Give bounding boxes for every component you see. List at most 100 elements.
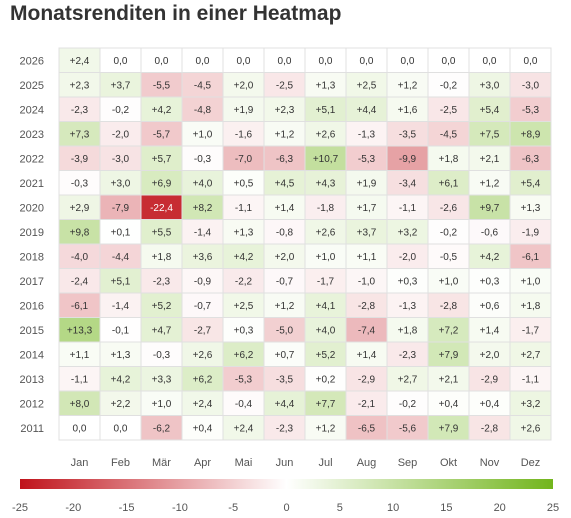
month-label-Aug: Aug	[357, 457, 377, 469]
month-label-Sep: Sep	[398, 457, 418, 469]
cell-value-label: +7,5	[480, 129, 500, 140]
heatmap-cell	[222, 219, 265, 245]
month-label-Jan: Jan	[71, 457, 89, 469]
heatmap-cell	[386, 292, 429, 318]
heatmap-cell	[181, 366, 224, 392]
cell-value-label: -5,6	[399, 423, 417, 434]
cell-value-label: -2,1	[358, 399, 376, 410]
cell-value-label: -6,3	[276, 154, 294, 165]
cell-value-label: 0,0	[442, 56, 456, 67]
heatmap-cell	[263, 317, 306, 343]
cell-value-label: +7,7	[316, 399, 336, 410]
heatmap-cell	[345, 390, 388, 416]
heatmap-cell	[468, 415, 511, 441]
cell-value-label: -4,5	[440, 129, 458, 140]
heatmap-cell	[58, 194, 101, 220]
cell-value-label: -3,4	[399, 178, 417, 189]
cell-value-label: -0,4	[235, 399, 253, 410]
color-scale-tick-label: -20	[65, 502, 81, 514]
cell-value-label: +2,4	[234, 423, 254, 434]
month-label-Apr: Apr	[194, 457, 211, 469]
cell-value-label: +3,3	[152, 374, 172, 385]
heatmap-cell	[140, 145, 183, 171]
color-scale-legend: -25 -20 -15 -10 -5 0 5 10 15 20 25	[12, 479, 559, 514]
heatmap-cell	[99, 292, 142, 318]
cell-value-label: +1,6	[398, 105, 418, 116]
cell-value-label: +1,0	[439, 276, 459, 287]
heatmap-cell	[58, 72, 101, 98]
cell-value-label: -0,2	[112, 105, 130, 116]
cell-value-label: +1,8	[152, 252, 172, 263]
cell-value-label: +3,7	[357, 227, 377, 238]
heatmap-cell	[140, 72, 183, 98]
cell-value-label: -0,5	[440, 252, 458, 263]
cell-value-label: -0,2	[440, 80, 458, 91]
cell-value-label: -0,8	[276, 227, 294, 238]
cell-value-label: -2,4	[71, 276, 89, 287]
year-label-2020: 2020	[20, 202, 44, 214]
cell-value-label: 0,0	[114, 56, 128, 67]
cell-value-label: +1,3	[521, 203, 541, 214]
cell-value-label: +2,6	[316, 129, 336, 140]
cell-value-label: +5,4	[480, 105, 500, 116]
cell-value-label: +4,4	[357, 105, 377, 116]
cell-value-label: -3,5	[276, 374, 294, 385]
cell-value-label: +5,1	[111, 276, 131, 287]
heatmap-cell	[386, 390, 429, 416]
year-label-2015: 2015	[20, 325, 44, 337]
cell-value-label: +2,4	[70, 56, 90, 67]
cell-value-label: +1,2	[398, 80, 418, 91]
cell-value-label: -6,5	[358, 423, 376, 434]
heatmap-cell	[99, 366, 142, 392]
cell-value-label: -1,0	[358, 276, 376, 287]
cell-value-label: +6,2	[193, 374, 213, 385]
cell-value-label: -2,9	[481, 374, 499, 385]
heatmap-cell	[304, 96, 347, 122]
heatmap-cell	[222, 415, 265, 441]
heatmap-cell	[99, 415, 142, 441]
year-label-2013: 2013	[20, 374, 44, 386]
cell-value-label: -1,1	[399, 203, 417, 214]
color-scale-tick-label: 10	[387, 502, 399, 514]
cell-value-label: -2,6	[440, 203, 458, 214]
cell-value-label: +6,9	[152, 178, 172, 189]
heatmap-cell	[99, 317, 142, 343]
year-label-2022: 2022	[20, 153, 44, 165]
cell-value-label: +1,8	[398, 325, 418, 336]
cell-value-label: -4,0	[71, 252, 89, 263]
color-scale-tick-label: 15	[440, 502, 452, 514]
cell-value-label: -5,3	[522, 105, 540, 116]
heatmap-cell	[509, 292, 552, 318]
cell-value-label: +7,3	[70, 129, 90, 140]
cell-value-label: +4,3	[316, 178, 336, 189]
cell-value-label: -1,3	[358, 129, 376, 140]
cell-value-label: -6,1	[522, 252, 540, 263]
heatmap-cell	[140, 121, 183, 147]
cell-value-label: -1,4	[194, 227, 212, 238]
cell-value-label: -5,3	[235, 374, 253, 385]
cell-value-label: -2,3	[399, 350, 417, 361]
heatmap-cell	[304, 317, 347, 343]
cell-value-label: -7,4	[358, 325, 376, 336]
cell-value-label: -22,4	[150, 203, 173, 214]
heatmap-cell	[304, 121, 347, 147]
cell-value-label: +2,7	[521, 350, 541, 361]
cell-value-label: -2,5	[276, 80, 294, 91]
cell-value-label: +2,0	[275, 252, 295, 263]
cell-value-label: -3,0	[522, 80, 540, 91]
cell-value-label: +1,2	[480, 178, 500, 189]
heatmap-cell	[345, 341, 388, 367]
cell-value-label: 0,0	[524, 56, 538, 67]
cell-value-label: -4,8	[194, 105, 212, 116]
heatmap-cell	[263, 47, 306, 73]
heatmap-cell	[140, 341, 183, 367]
heatmap-cell	[509, 415, 552, 441]
heatmap-cell	[509, 268, 552, 294]
month-label-Mai: Mai	[235, 457, 253, 469]
cell-value-label: +9,8	[70, 227, 90, 238]
heatmap-cell	[509, 317, 552, 343]
cell-value-label: +1,8	[439, 154, 459, 165]
heatmap-cell	[304, 47, 347, 73]
cell-value-label: +1,4	[357, 350, 377, 361]
heatmap-cell	[181, 292, 224, 318]
